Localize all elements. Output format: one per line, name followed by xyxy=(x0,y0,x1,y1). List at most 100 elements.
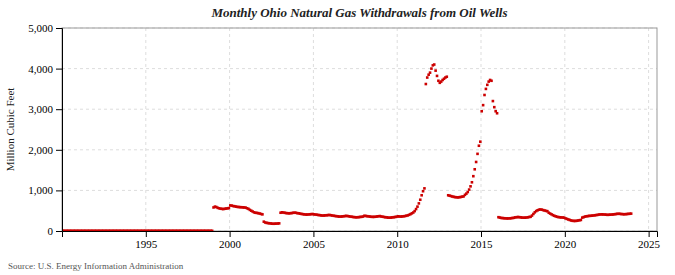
point xyxy=(425,83,428,86)
point xyxy=(472,175,475,178)
point xyxy=(228,207,231,210)
y-tick: 5,000 xyxy=(28,22,62,34)
x-tick: 2020 xyxy=(554,231,577,250)
grid-line-y xyxy=(62,68,657,69)
point xyxy=(426,76,429,79)
point xyxy=(486,84,489,87)
grid-line-x xyxy=(564,28,565,231)
point xyxy=(473,168,476,171)
point xyxy=(490,79,493,82)
point xyxy=(630,212,633,215)
points xyxy=(62,63,632,231)
y-tick: 0 xyxy=(48,225,63,237)
x-tick-label: 2000 xyxy=(219,238,242,250)
y-axis: 0 1,000 2,000 3,000 4,000 5,000 xyxy=(28,22,62,237)
x-tick-mark xyxy=(565,231,566,237)
y-tick-label: 0 xyxy=(48,225,54,237)
x-axis: 1995 2000 2005 2010 2015 2020 2025 xyxy=(63,231,661,250)
grid-line-x xyxy=(397,28,398,231)
point xyxy=(471,181,474,184)
x-tick-mark xyxy=(230,231,231,237)
point xyxy=(278,222,281,225)
y-tick-mark xyxy=(56,28,62,29)
grid-line-y xyxy=(62,149,657,150)
chart: 1995 2000 2005 2010 2015 2020 2025 0 1,000 2,000 3… xyxy=(0,0,675,275)
y-tick-mark xyxy=(56,150,62,151)
point xyxy=(418,202,421,205)
source-note: Source: U.S. Energy Information Administ… xyxy=(8,261,184,271)
y-tick: 1,000 xyxy=(28,184,62,196)
y-tick-label: 3,000 xyxy=(28,103,53,115)
grid xyxy=(62,28,657,231)
x-tick-mark xyxy=(313,231,314,237)
y-tick: 4,000 xyxy=(28,63,62,75)
y-tick-label: 1,000 xyxy=(28,184,53,196)
y-tick-mark xyxy=(56,69,62,70)
point xyxy=(480,110,483,113)
point xyxy=(478,144,481,147)
point xyxy=(580,219,583,222)
grid-line-x xyxy=(648,28,649,231)
point xyxy=(475,161,478,164)
x-tick: 1995 xyxy=(135,231,158,250)
y-tick-label: 5,000 xyxy=(28,22,53,34)
point xyxy=(261,213,264,216)
x-tick-label: 2005 xyxy=(303,238,326,250)
point xyxy=(466,191,469,194)
point xyxy=(422,190,425,193)
point xyxy=(429,71,432,74)
x-tick-label: 2025 xyxy=(638,238,661,250)
point xyxy=(423,187,426,190)
point xyxy=(420,194,423,197)
grid-line-x xyxy=(229,28,230,231)
plot-frame xyxy=(62,28,657,231)
y-tick-label: 2,000 xyxy=(28,144,53,156)
y-tick-label: 4,000 xyxy=(28,63,53,75)
point xyxy=(445,75,448,78)
point xyxy=(211,229,214,231)
x-tick: 2000 xyxy=(219,231,242,250)
grid-line-y xyxy=(62,190,657,191)
x-tick: 2010 xyxy=(387,231,410,250)
x-tick: 2005 xyxy=(303,231,326,250)
y-axis-title: Million Cubic Feet xyxy=(4,88,16,172)
grid-line-x xyxy=(313,28,314,231)
point xyxy=(434,69,437,72)
point xyxy=(493,106,496,109)
point xyxy=(469,185,472,188)
x-tick-label: 2010 xyxy=(387,238,410,250)
point xyxy=(419,198,422,201)
x-tick: 2015 xyxy=(471,231,494,250)
x-tick-mark xyxy=(146,231,147,237)
x-tick-label: 1995 xyxy=(135,238,158,250)
x-axis-line xyxy=(63,232,658,238)
x-tick-mark xyxy=(481,231,482,237)
x-tick-mark xyxy=(397,231,398,237)
y-tick-mark xyxy=(56,231,62,232)
y-tick: 3,000 xyxy=(28,103,62,115)
point xyxy=(483,94,486,97)
point xyxy=(433,63,436,66)
y-tick-mark xyxy=(56,109,62,110)
point xyxy=(436,75,439,78)
point xyxy=(415,208,418,211)
grid-line-x xyxy=(481,28,482,231)
x-tick-mark xyxy=(649,231,650,237)
x-tick-label: 2020 xyxy=(554,238,577,250)
y-tick: 2,000 xyxy=(28,144,62,156)
point xyxy=(496,112,499,115)
grid-line-y xyxy=(62,109,657,110)
point xyxy=(468,188,471,191)
y-tick-mark xyxy=(56,190,62,191)
grid-line-x xyxy=(145,28,146,231)
title: Monthly Ohio Natural Gas Withdrawals fro… xyxy=(210,5,507,20)
x-tick: 2025 xyxy=(638,231,661,250)
y-axis-line xyxy=(56,29,63,232)
point xyxy=(416,205,419,208)
x-tick-label: 2015 xyxy=(471,238,494,250)
point xyxy=(492,100,495,103)
point xyxy=(479,140,482,143)
point xyxy=(485,88,488,91)
point xyxy=(430,67,433,70)
point xyxy=(482,104,485,107)
